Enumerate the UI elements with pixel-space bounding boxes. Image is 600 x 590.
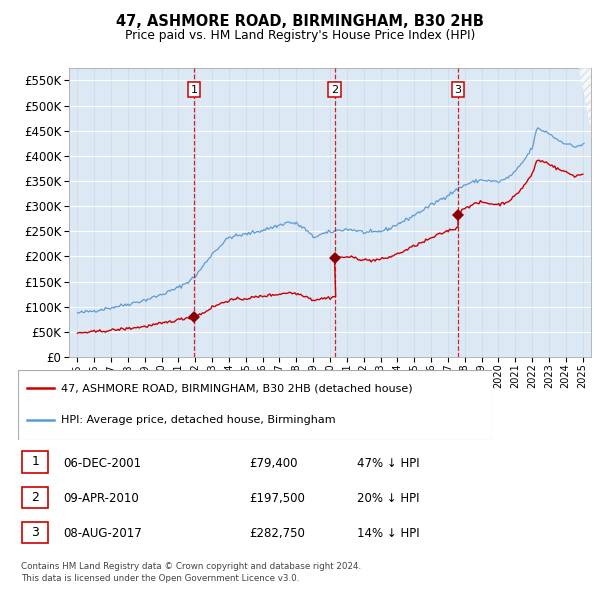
Text: 47, ASHMORE ROAD, BIRMINGHAM, B30 2HB (detached house): 47, ASHMORE ROAD, BIRMINGHAM, B30 2HB (d… bbox=[61, 383, 412, 393]
FancyBboxPatch shape bbox=[22, 522, 49, 543]
Text: HPI: Average price, detached house, Birmingham: HPI: Average price, detached house, Birm… bbox=[61, 415, 335, 425]
Text: 14% ↓ HPI: 14% ↓ HPI bbox=[357, 527, 419, 540]
FancyBboxPatch shape bbox=[18, 370, 492, 440]
Text: Contains HM Land Registry data © Crown copyright and database right 2024.: Contains HM Land Registry data © Crown c… bbox=[21, 562, 361, 571]
Text: This data is licensed under the Open Government Licence v3.0.: This data is licensed under the Open Gov… bbox=[21, 573, 299, 583]
Text: 47, ASHMORE ROAD, BIRMINGHAM, B30 2HB: 47, ASHMORE ROAD, BIRMINGHAM, B30 2HB bbox=[116, 14, 484, 29]
Text: 2: 2 bbox=[31, 491, 40, 504]
Text: Price paid vs. HM Land Registry's House Price Index (HPI): Price paid vs. HM Land Registry's House … bbox=[125, 29, 475, 42]
FancyBboxPatch shape bbox=[22, 487, 49, 508]
Text: 20% ↓ HPI: 20% ↓ HPI bbox=[357, 492, 419, 505]
Text: 06-DEC-2001: 06-DEC-2001 bbox=[63, 457, 141, 470]
Text: 08-AUG-2017: 08-AUG-2017 bbox=[63, 527, 142, 540]
Text: 2: 2 bbox=[331, 84, 338, 94]
Text: 3: 3 bbox=[31, 526, 40, 539]
Text: £79,400: £79,400 bbox=[249, 457, 298, 470]
Text: £197,500: £197,500 bbox=[249, 492, 305, 505]
Polygon shape bbox=[579, 68, 591, 131]
Text: £282,750: £282,750 bbox=[249, 527, 305, 540]
Text: 09-APR-2010: 09-APR-2010 bbox=[63, 492, 139, 505]
Text: 1: 1 bbox=[190, 84, 197, 94]
Text: 47% ↓ HPI: 47% ↓ HPI bbox=[357, 457, 419, 470]
Text: 1: 1 bbox=[31, 455, 40, 468]
Text: 3: 3 bbox=[454, 84, 461, 94]
FancyBboxPatch shape bbox=[22, 451, 49, 473]
